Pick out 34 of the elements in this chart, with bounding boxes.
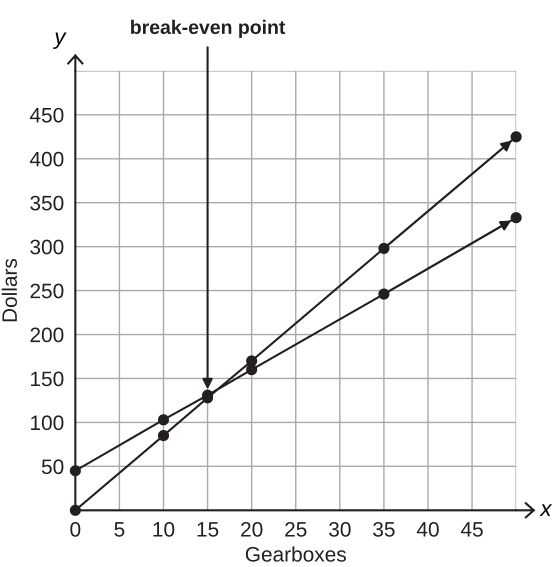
x-tick-label: 30 <box>329 522 351 537</box>
x-tick-label: 35 <box>373 522 395 537</box>
point <box>70 504 81 516</box>
x-tick-label: 25 <box>285 522 306 537</box>
point <box>510 212 522 224</box>
y-tick-label: 250 <box>30 284 64 298</box>
y-axis-title: Dollars <box>2 258 18 322</box>
point <box>70 465 81 476</box>
point <box>158 430 170 442</box>
text: break-even point <box>131 20 286 38</box>
x-tick-label: 5 <box>114 522 124 537</box>
x-tick-label: 15 <box>198 522 218 537</box>
y-tick-label: 300 <box>30 240 64 254</box>
x-axis-title: Gearboxes <box>246 546 346 562</box>
text: y <box>53 32 67 49</box>
x-tick-label: 10 <box>153 522 174 537</box>
y-tick-label: 400 <box>30 152 64 167</box>
x-tick-label: 45 <box>460 522 483 537</box>
point <box>246 364 258 376</box>
y-tick-label: 450 <box>30 108 64 123</box>
text: x <box>540 504 552 516</box>
point <box>378 242 390 254</box>
x-tick-label: 20 <box>241 522 262 537</box>
y-tick-label: 350 <box>30 196 64 210</box>
point <box>246 355 258 366</box>
y-tick-label: 50 <box>42 459 64 474</box>
y-tick-label: 200 <box>30 328 64 342</box>
point <box>510 131 522 142</box>
y-tick-label: 100 <box>31 415 64 430</box>
point <box>378 288 390 300</box>
y-tick-label: 150 <box>31 371 64 386</box>
point <box>158 414 170 426</box>
x-tick-label: 0 <box>70 522 80 537</box>
x-tick-label: 40 <box>416 522 439 537</box>
